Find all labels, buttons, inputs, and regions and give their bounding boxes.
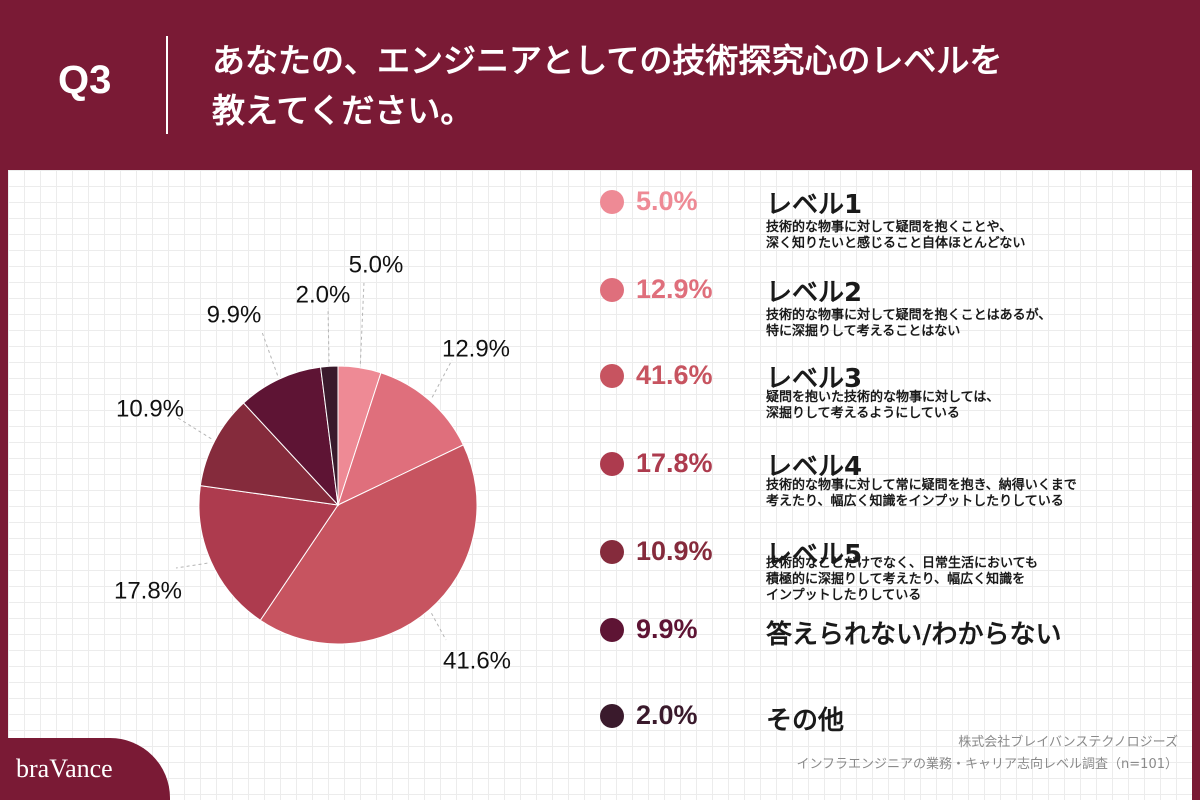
legend-description-line: 考えたり、幅広く知識をインプットしたりしている bbox=[766, 494, 1064, 509]
source-company: 株式会社ブレイバンステクノロジーズ bbox=[958, 735, 1178, 750]
slice-leader-line bbox=[261, 331, 279, 376]
legend-percent: 10.9% bbox=[636, 536, 713, 566]
header-divider bbox=[166, 36, 168, 134]
slice-label: 2.0% bbox=[296, 281, 351, 308]
legend-item: 9.9% 答えられない/わからない bbox=[0, 614, 1200, 674]
slice-leader-line bbox=[177, 417, 212, 440]
legend-description-line: 技術的な物事に対して疑問を抱くことや、 bbox=[766, 220, 1013, 235]
legend-description-line: 技術的なことだけでなく、日常生活においても bbox=[766, 556, 1038, 571]
logo-tab bbox=[0, 738, 170, 800]
legend-swatch bbox=[600, 704, 624, 728]
legend-description-line: インプットしたりしている bbox=[766, 588, 922, 603]
slice-leader-line bbox=[175, 562, 208, 569]
legend-description-line: 特に深掘りして考えることはない bbox=[766, 324, 961, 339]
question-title-line1: あなたの、エンジニアとしての技術探究心のレベルを bbox=[212, 41, 1003, 80]
question-title: あなたの、エンジニアとしての技術探究心のレベルを 教えてください。 bbox=[212, 36, 1112, 136]
legend-description-line: 深く知りたいと感じること自体ほとんどない bbox=[766, 236, 1026, 251]
slice-leader-line bbox=[431, 359, 453, 398]
legend-swatch bbox=[600, 364, 624, 388]
pie-slice bbox=[259, 444, 478, 645]
legend-label: レベル4 bbox=[766, 452, 863, 482]
legend-label: レベル3 bbox=[766, 364, 863, 394]
legend-label: レベル5 bbox=[766, 540, 863, 570]
slice-leader-line bbox=[431, 612, 447, 641]
slice-label: 12.9% bbox=[442, 335, 510, 362]
slice-label: 41.6% bbox=[443, 647, 511, 674]
legend-description-line: 技術的な物事に対して疑問を抱くことはあるが、 bbox=[766, 308, 1052, 323]
legend-description-line: 疑問を抱いた技術的な物事に対しては、 bbox=[766, 390, 1000, 405]
slice-label: 10.9% bbox=[116, 395, 184, 422]
legend-label: レベル1 bbox=[766, 190, 863, 220]
legend-swatch bbox=[600, 278, 624, 302]
legend-description: 技術的な物事に対して疑問を抱くことはあるが、 特に深掘りして考えることはない bbox=[766, 308, 1186, 340]
legend-percent: 5.0% bbox=[636, 186, 698, 216]
legend-description-line: 積極的に深掘りして考えたり、幅広く知識を bbox=[766, 572, 1026, 587]
question-number: Q3 bbox=[58, 58, 112, 102]
legend-description-line: 技術的な物事に対して常に疑問を抱き、納得いくまで bbox=[766, 478, 1077, 493]
header: Q3 あなたの、エンジニアとしての技術探究心のレベルを 教えてください。 bbox=[0, 0, 1200, 170]
legend-description: 技術的な物事に対して疑問を抱くことや、 深く知りたいと感じること自体ほとんどない bbox=[766, 220, 1186, 252]
legend-item: 41.6% レベル3 疑問を抱いた技術的な物事に対しては、 深掘りして考えるよう… bbox=[0, 354, 1200, 421]
legend-item: 17.8% レベル4 技術的な物事に対して常に疑問を抱き、納得いくまで 考えたり… bbox=[0, 442, 1200, 509]
legend-swatch bbox=[600, 540, 624, 564]
slice-label: 5.0% bbox=[349, 251, 404, 278]
legend-description: 技術的なことだけでなく、日常生活においても 積極的に深掘りして考えたり、幅広く知… bbox=[766, 556, 1186, 604]
legend-percent: 17.8% bbox=[636, 448, 713, 478]
source-survey: インフラエンジニアの業務・キャリア志向レベル調査（n=101） bbox=[796, 757, 1178, 772]
pie-slice bbox=[199, 402, 340, 506]
legend-percent: 41.6% bbox=[636, 360, 713, 390]
pie-slice bbox=[320, 365, 339, 506]
legend-percent: 9.9% bbox=[636, 614, 698, 644]
legend-label: レベル2 bbox=[766, 278, 863, 308]
question-title-line2: 教えてください。 bbox=[212, 91, 474, 130]
legend-description-line: 深掘りして考えるようにしている bbox=[766, 406, 960, 421]
legend-label: その他 bbox=[766, 706, 845, 736]
pie-slice bbox=[242, 366, 339, 507]
bravance-logo: braVance bbox=[16, 754, 113, 783]
slice-label: 9.9% bbox=[207, 301, 262, 328]
pie-slice bbox=[337, 372, 464, 506]
legend-description: 疑問を抱いた技術的な物事に対しては、 深掘りして考えるようにしている bbox=[766, 390, 1186, 422]
legend-percent: 12.9% bbox=[636, 274, 713, 304]
legend-percent: 2.0% bbox=[636, 700, 698, 730]
legend-item: 10.9% レベル5 技術的なことだけでなく、日常生活においても 積極的に深掘り… bbox=[0, 530, 1200, 603]
legend-swatch bbox=[600, 452, 624, 476]
slice-leader-line bbox=[359, 281, 365, 364]
pie-slice bbox=[198, 485, 339, 621]
legend-item: 5.0% レベル1 技術的な物事に対して疑問を抱くことや、 深く知りたいと感じる… bbox=[0, 180, 1200, 251]
legend-item: 2.0% その他 bbox=[0, 700, 1200, 760]
legend-swatch bbox=[600, 618, 624, 642]
source-credit: 株式会社ブレイバンステクノロジーズ インフラエンジニアの業務・キャリア志向レベル… bbox=[698, 732, 1178, 776]
legend-label: 答えられない/わからない bbox=[766, 620, 1062, 650]
legend-item: 12.9% レベル2 技術的な物事に対して疑問を抱くことはあるが、 特に深掘りし… bbox=[0, 268, 1200, 339]
slice-label: 17.8% bbox=[114, 577, 182, 604]
legend-swatch bbox=[600, 190, 624, 214]
legend-description: 技術的な物事に対して常に疑問を抱き、納得いくまで 考えたり、幅広く知識をインプッ… bbox=[766, 478, 1186, 510]
